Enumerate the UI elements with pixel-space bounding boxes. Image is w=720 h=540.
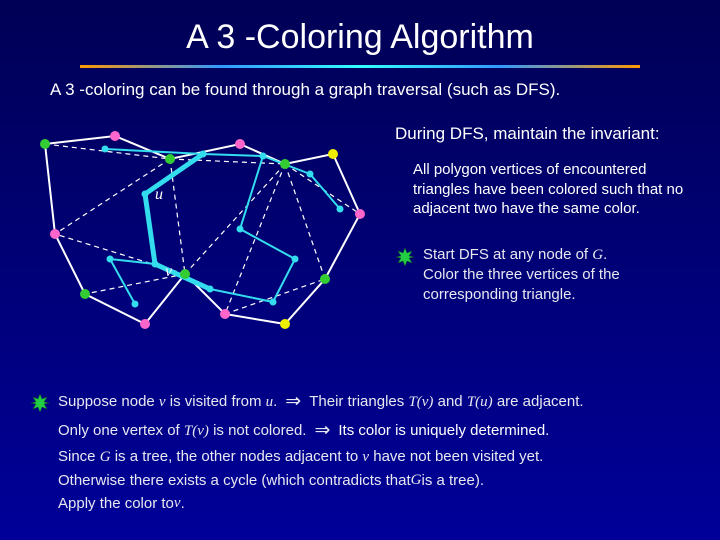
G2: G (100, 449, 111, 465)
l2-right: Its color is uniquely determined. (338, 422, 549, 439)
txt: Suppose node (58, 393, 159, 410)
t3: Their triangles (309, 393, 408, 410)
line-3b: Otherwise there exists a cycle (which co… (30, 472, 690, 489)
G3: G (411, 472, 422, 489)
slide-title: A 3 -Coloring Algorithm (0, 0, 720, 57)
l1-left: Suppose node v is visited from u. (58, 393, 277, 411)
bottom-block: Suppose node v is visited from u. ⇒ Thei… (30, 390, 690, 518)
intro-text: A 3 -coloring can be found through a gra… (0, 80, 720, 100)
l3-text: Since G is a tree, the other nodes adjac… (58, 448, 543, 466)
adj: are adjacent. (493, 393, 584, 410)
tv2: T(v) (184, 423, 209, 439)
l2-left: Only one vertex of T(v) is not colored. (58, 422, 306, 440)
svg-text:v: v (165, 263, 173, 280)
t5: is not colored. (209, 422, 307, 439)
triangulation-diagram: uv (25, 124, 375, 334)
l1-right: Their triangles T(v) and T(u) are adjace… (309, 393, 583, 411)
b: is a tree, the other nodes adjacent to (111, 448, 363, 465)
bullet-1-text: Start DFS at any node of G. Color the th… (423, 245, 690, 305)
tu: T(u) (467, 394, 493, 410)
line-2: Only one vertex of T(v) is not colored. … (30, 419, 690, 442)
b1a: Start DFS at any node of (423, 246, 592, 263)
invariant-body: All polygon vertices of encountered tria… (395, 160, 690, 219)
bullet-1: Start DFS at any node of G. Color the th… (395, 245, 690, 305)
line-1: Suppose node v is visited from u. ⇒ Thei… (30, 390, 690, 413)
diagram-svg: uv (25, 124, 375, 334)
u1: u (266, 394, 274, 410)
star-icon (395, 247, 415, 267)
divider (80, 65, 640, 68)
arrow-icon: ⇒ (277, 390, 309, 413)
e: is a tree). (421, 472, 484, 489)
G-1: G (592, 247, 603, 263)
svg-text:u: u (155, 186, 163, 203)
tv: T(v) (408, 394, 433, 410)
middle-row: uv During DFS, maintain the invariant: A… (0, 124, 720, 334)
right-column: During DFS, maintain the invariant: All … (375, 124, 720, 304)
and: and (433, 393, 466, 410)
v3: v (174, 495, 181, 512)
line-4: Apply the color to v. (30, 495, 690, 512)
line-3: Since G is a tree, the other nodes adjac… (30, 448, 690, 466)
b1b: Color the three vertices of the correspo… (423, 266, 620, 303)
d: Otherwise there exists a cycle (which co… (58, 472, 411, 489)
star-icon (30, 393, 50, 413)
a: Since (58, 448, 100, 465)
txt2: is visited from (166, 393, 266, 410)
invariant-header: During DFS, maintain the invariant: (395, 124, 690, 144)
t6: Apply the color to (58, 495, 174, 512)
t4: Only one vertex of (58, 422, 184, 439)
c: have not been visited yet. (369, 448, 543, 465)
arrow-icon: ⇒ (306, 419, 338, 442)
v1: v (159, 394, 166, 410)
